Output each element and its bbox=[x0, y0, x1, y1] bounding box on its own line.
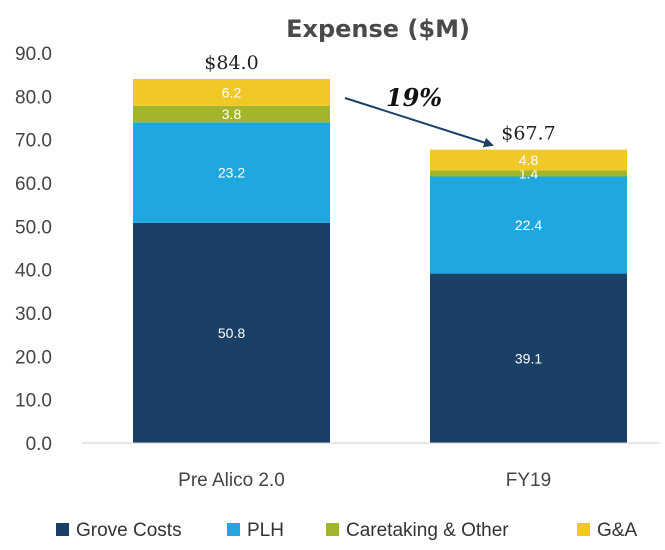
segment-value-label: 50.8 bbox=[218, 325, 245, 341]
bars: 50.823.23.86.239.122.41.44.8 bbox=[133, 79, 627, 443]
decrease-percent-label: 19% bbox=[386, 83, 442, 112]
bar-segment-caretaking-other bbox=[430, 170, 627, 177]
chart-title: Expense ($M) bbox=[286, 15, 470, 43]
segment-value-label: 4.8 bbox=[519, 152, 539, 168]
legend-item: PLH bbox=[227, 520, 284, 541]
legend-label: G&A bbox=[597, 520, 637, 541]
segment-value-label: 6.2 bbox=[222, 84, 242, 100]
decrease-annotation: 19% bbox=[344, 83, 494, 148]
segment-value-label: 22.4 bbox=[515, 217, 542, 233]
decrease-arrow bbox=[344, 97, 494, 148]
y-tick-label: 40.0 bbox=[15, 261, 52, 282]
legend-item: Grove Costs bbox=[56, 520, 182, 541]
x-category-label: Pre Alico 2.0 bbox=[178, 470, 285, 491]
legend-label: Grove Costs bbox=[76, 520, 182, 541]
legend-swatch bbox=[326, 523, 339, 536]
bar-segment-grove-costs bbox=[133, 222, 330, 443]
y-tick-label: 0.0 bbox=[26, 434, 52, 455]
legend-item: G&A bbox=[577, 520, 637, 541]
y-tick-label: 30.0 bbox=[15, 304, 52, 325]
y-tick-label: 90.0 bbox=[15, 44, 52, 65]
bar-total-label: $84.0 bbox=[204, 52, 258, 74]
y-tick-label: 60.0 bbox=[15, 174, 52, 195]
y-tick-label: 80.0 bbox=[15, 87, 52, 108]
bar-segment-g-a bbox=[133, 79, 330, 106]
x-axis-categories: Pre Alico 2.0 FY19 bbox=[178, 470, 551, 491]
legend-swatch bbox=[227, 523, 240, 536]
segment-value-label: 39.1 bbox=[515, 350, 542, 366]
y-tick-label: 70.0 bbox=[15, 131, 52, 152]
legend-label: PLH bbox=[247, 520, 284, 541]
segment-value-label: 23.2 bbox=[218, 165, 245, 181]
bar-totals: $84.0 $67.7 bbox=[204, 52, 555, 145]
y-tick-label: 10.0 bbox=[15, 391, 52, 412]
bar-segment-plh bbox=[430, 176, 627, 274]
segment-value-label: 3.8 bbox=[222, 106, 242, 122]
y-tick-label: 20.0 bbox=[15, 347, 52, 368]
bar-segment-caretaking-other bbox=[133, 105, 330, 123]
legend-item: Caretaking & Other bbox=[326, 520, 509, 541]
bar-segment-grove-costs bbox=[430, 273, 627, 443]
y-tick-label: 50.0 bbox=[15, 217, 52, 238]
bar-segment-plh bbox=[133, 122, 330, 223]
legend-swatch bbox=[577, 523, 590, 536]
y-axis: 0.0 10.0 20.0 30.0 40.0 50.0 60.0 70.0 80.0 90.0 bbox=[15, 44, 52, 455]
legend-swatch bbox=[56, 523, 69, 536]
bar-segment-g-a bbox=[430, 149, 627, 171]
bar-total-label: $67.7 bbox=[501, 123, 555, 145]
x-category-label: FY19 bbox=[506, 470, 551, 491]
legend-label: Caretaking & Other bbox=[346, 520, 509, 541]
legend: Grove Costs PLH Caretaking & Other G&A bbox=[56, 520, 637, 541]
